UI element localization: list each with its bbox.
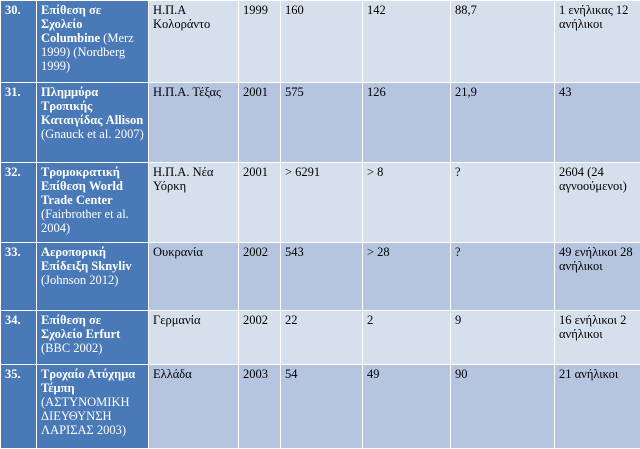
year-cell: 2001 bbox=[239, 163, 281, 243]
row-number: 35. bbox=[1, 365, 37, 449]
event-cell: Τρομοκρατική Επίθεση World Trade Center … bbox=[37, 163, 149, 243]
event-cell: Επίθεση σε Σχολείο Columbine (Merz 1999)… bbox=[37, 1, 149, 83]
location-cell: Ελλάδα bbox=[149, 365, 239, 449]
value-cell: 142 bbox=[363, 1, 451, 83]
value-cell: 49 ενήλικοι 28 ανήλικοι bbox=[555, 243, 640, 311]
event-title: Επίθεση σε Σχολείο Columbine bbox=[41, 3, 101, 45]
value-cell: 21,9 bbox=[451, 83, 555, 163]
table-row: 35. Τροχαίο Ατύχημα Τέμπη (ΑΣΤΥΝΟΜΙΚΗ ΔΙ… bbox=[1, 365, 640, 449]
value-cell: > 28 bbox=[363, 243, 451, 311]
table-row: 30. Επίθεση σε Σχολείο Columbine (Merz 1… bbox=[1, 1, 640, 83]
value-cell: ? bbox=[451, 243, 555, 311]
event-cell: Επίθεση σε Σχολείο Erfurt (BBC 2002) bbox=[37, 311, 149, 365]
row-number: 32. bbox=[1, 163, 37, 243]
value-cell: > 8 bbox=[363, 163, 451, 243]
value-cell: > 6291 bbox=[281, 163, 363, 243]
value-cell: 90 bbox=[451, 365, 555, 449]
table-row: 32. Τρομοκρατική Επίθεση World Trade Cen… bbox=[1, 163, 640, 243]
value-cell: 21 ανήλικοι bbox=[555, 365, 640, 449]
event-title: Πλημμύρα Τροπικής Καταιγίδας Allison bbox=[41, 85, 143, 127]
event-title: Αεροπορική Επίδειξη Sknyliv bbox=[41, 245, 132, 273]
value-cell: 543 bbox=[281, 243, 363, 311]
event-cell: Πλημμύρα Τροπικής Καταιγίδας Allison (Gn… bbox=[37, 83, 149, 163]
event-title: Τρομοκρατική Επίθεση World Trade Center bbox=[41, 165, 123, 207]
year-cell: 2001 bbox=[239, 83, 281, 163]
year-cell: 2002 bbox=[239, 243, 281, 311]
location-cell: Η.Π.Α Κολοράντο bbox=[149, 1, 239, 83]
table-row: 34. Επίθεση σε Σχολείο Erfurt (BBC 2002)… bbox=[1, 311, 640, 365]
value-cell: 160 bbox=[281, 1, 363, 83]
value-cell: 2 bbox=[363, 311, 451, 365]
value-cell: 1 ενήλικας 12 ανήλικοι bbox=[555, 1, 640, 83]
value-cell: 54 bbox=[281, 365, 363, 449]
location-cell: Η.Π.Α. Τέξας bbox=[149, 83, 239, 163]
value-cell: 43 bbox=[555, 83, 640, 163]
year-cell: 1999 bbox=[239, 1, 281, 83]
event-title: Τροχαίο Ατύχημα Τέμπη bbox=[41, 367, 135, 395]
row-number: 30. bbox=[1, 1, 37, 83]
location-cell: Η.Π.Α. Νέα Υόρκη bbox=[149, 163, 239, 243]
value-cell: 16 ενήλικοι 2 ανήλικοι bbox=[555, 311, 640, 365]
event-source: (BBC 2002) bbox=[41, 341, 102, 355]
event-source: (Fairbrother et al. 2004) bbox=[41, 207, 129, 235]
event-cell: Τροχαίο Ατύχημα Τέμπη (ΑΣΤΥΝΟΜΙΚΗ ΔΙΕΥΘΥ… bbox=[37, 365, 149, 449]
location-cell: Γερμανία bbox=[149, 311, 239, 365]
year-cell: 2002 bbox=[239, 311, 281, 365]
value-cell: 49 bbox=[363, 365, 451, 449]
row-number: 34. bbox=[1, 311, 37, 365]
value-cell: 9 bbox=[451, 311, 555, 365]
value-cell: 22 bbox=[281, 311, 363, 365]
event-title: Επίθεση σε Σχολείο Erfurt bbox=[41, 313, 120, 341]
row-number: 33. bbox=[1, 243, 37, 311]
value-cell: 2604 (24 αγνοούμενοι) bbox=[555, 163, 640, 243]
event-source: (ΑΣΤΥΝΟΜΙΚΗ ΔΙΕΥΘΥΝΣΗ ΛΑΡΙΣΑΣ 2003) bbox=[41, 395, 130, 437]
row-number: 31. bbox=[1, 83, 37, 163]
value-cell: ? bbox=[451, 163, 555, 243]
value-cell: 126 bbox=[363, 83, 451, 163]
table-row: 33. Αεροπορική Επίδειξη Sknyliv (Johnson… bbox=[1, 243, 640, 311]
event-source: (Gnauck et al. 2007) bbox=[41, 127, 144, 141]
location-cell: Ουκρανία bbox=[149, 243, 239, 311]
value-cell: 88,7 bbox=[451, 1, 555, 83]
value-cell: 575 bbox=[281, 83, 363, 163]
event-cell: Αεροπορική Επίδειξη Sknyliv (Johnson 201… bbox=[37, 243, 149, 311]
event-source: (Johnson 2012) bbox=[41, 273, 118, 287]
year-cell: 2003 bbox=[239, 365, 281, 449]
table-row: 31. Πλημμύρα Τροπικής Καταιγίδας Allison… bbox=[1, 83, 640, 163]
